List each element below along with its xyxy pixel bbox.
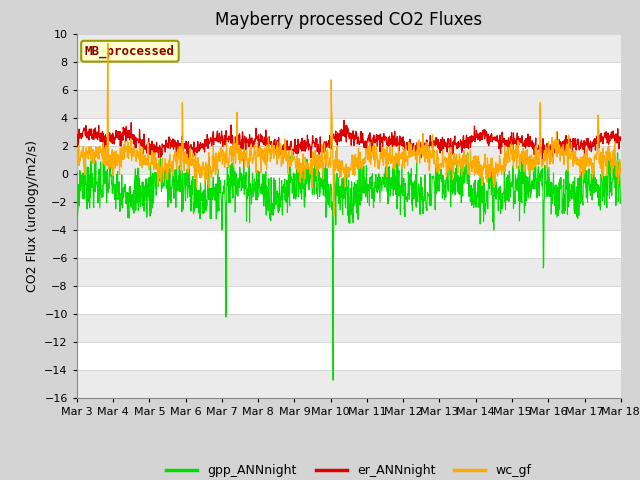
- Legend: gpp_ANNnight, er_ANNnight, wc_gf: gpp_ANNnight, er_ANNnight, wc_gf: [161, 459, 536, 480]
- gpp_ANNnight: [180, 181, 188, 187]
- er_ANNnight: [538, 157, 546, 163]
- wc_gf: [104, 40, 111, 46]
- er_ANNnight: [553, 143, 561, 148]
- er_ANNnight: [434, 140, 442, 145]
- wc_gf: [255, 153, 263, 159]
- gpp_ANNnight: [505, 199, 513, 204]
- Line: er_ANNnight: er_ANNnight: [77, 120, 621, 160]
- er_ANNnight: [340, 118, 348, 123]
- Y-axis label: CO2 Flux (urology/m2/s): CO2 Flux (urology/m2/s): [26, 140, 38, 292]
- er_ANNnight: [73, 144, 81, 150]
- Bar: [77, 202, 621, 230]
- Bar: [77, 314, 621, 342]
- Bar: [77, 90, 621, 118]
- wc_gf: [553, 154, 561, 160]
- gpp_ANNnight: [73, 227, 81, 233]
- Title: Mayberry processed CO2 Fluxes: Mayberry processed CO2 Fluxes: [215, 11, 483, 29]
- wc_gf: [434, 154, 442, 159]
- Line: gpp_ANNnight: gpp_ANNnight: [77, 153, 621, 380]
- gpp_ANNnight: [464, 150, 472, 156]
- Bar: [77, 34, 621, 61]
- Line: wc_gf: wc_gf: [77, 43, 621, 216]
- er_ANNnight: [505, 135, 513, 141]
- gpp_ANNnight: [434, 181, 442, 187]
- gpp_ANNnight: [329, 377, 337, 383]
- gpp_ANNnight: [194, 187, 202, 193]
- er_ANNnight: [255, 132, 262, 138]
- gpp_ANNnight: [553, 214, 561, 220]
- wc_gf: [505, 156, 513, 161]
- Text: MB_processed: MB_processed: [85, 45, 175, 58]
- wc_gf: [181, 156, 189, 162]
- wc_gf: [195, 155, 202, 160]
- Bar: [77, 371, 621, 398]
- wc_gf: [73, 156, 81, 162]
- Bar: [77, 258, 621, 286]
- gpp_ANNnight: [255, 170, 262, 176]
- er_ANNnight: [194, 139, 202, 144]
- wc_gf: [617, 165, 625, 170]
- er_ANNnight: [617, 138, 625, 144]
- Bar: [77, 146, 621, 174]
- wc_gf: [330, 213, 338, 219]
- er_ANNnight: [180, 143, 188, 148]
- gpp_ANNnight: [617, 194, 625, 200]
